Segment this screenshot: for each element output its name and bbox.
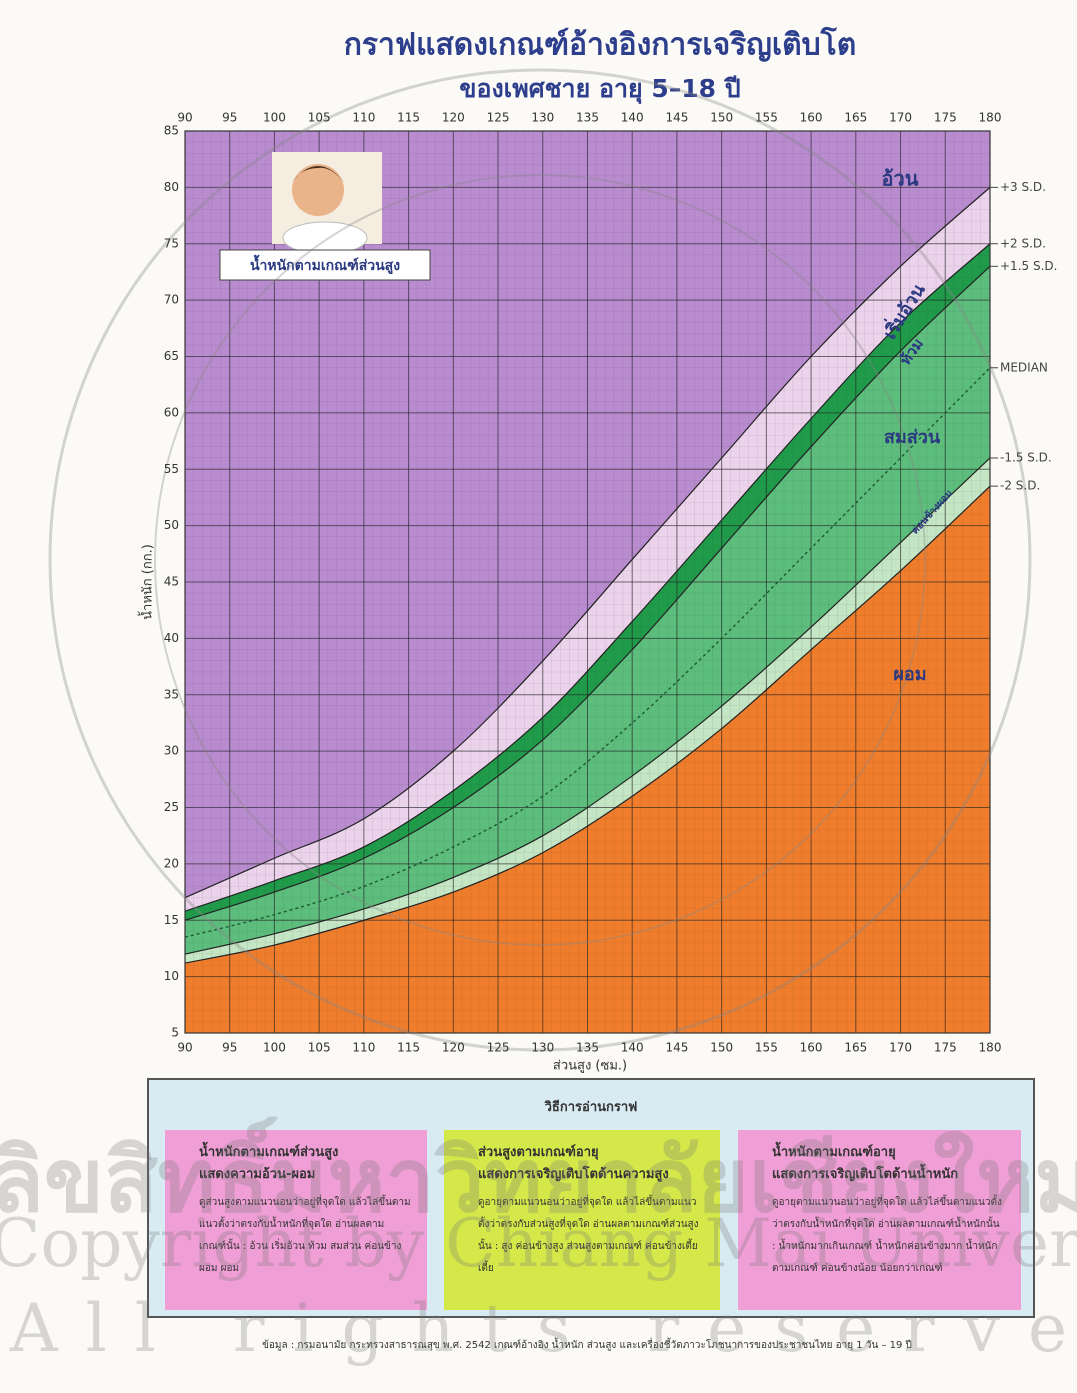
series-label: MEDIAN [1000, 360, 1048, 374]
chart-subtitle: ของเพศชาย อายุ 5–18 ปี [459, 74, 740, 105]
x-tick-label: 110 [352, 1041, 375, 1055]
x-tick-label: 105 [308, 111, 331, 125]
y-tick-label: 55 [164, 462, 179, 476]
x-tick-label: 95 [222, 111, 237, 125]
panel-subtitle: แสดงความอ้วน-ผอม [199, 1164, 411, 1186]
y-tick-label: 25 [164, 800, 179, 814]
y-tick-label: 40 [164, 631, 179, 645]
zone-label: สมส่วน [884, 427, 941, 448]
x-tick-label: 130 [531, 111, 554, 125]
x-tick-label: 170 [889, 1041, 912, 1055]
y-tick-label: 10 [164, 969, 179, 983]
x-tick-label: 140 [621, 1041, 644, 1055]
y-axis-label: น้ำหนัก (กก.) [138, 544, 156, 620]
x-tick-label: 180 [979, 1041, 1002, 1055]
y-tick-label: 35 [164, 687, 179, 701]
chart-title: กราฟแสดงเกณฑ์อ้างอิงการเจริญเติบโต [344, 26, 856, 63]
series-label: -2 S.D. [1000, 479, 1040, 493]
panel-text: ดูอายุตามแนวนอนว่าอยู่ที่จุดใด แล้วไล่ขึ… [772, 1192, 1005, 1280]
panel-title: น้ำหนักตามเกณฑ์อายุ [772, 1142, 1005, 1164]
x-tick-label: 170 [889, 111, 912, 125]
x-tick-label: 95 [222, 1041, 237, 1055]
x-tick-label: 155 [755, 1041, 778, 1055]
panel-title: น้ำหนักตามเกณฑ์ส่วนสูง [199, 1142, 411, 1164]
x-tick-label: 150 [710, 111, 733, 125]
x-tick-label: 135 [576, 111, 599, 125]
y-tick-label: 30 [164, 744, 179, 758]
x-tick-label: 100 [263, 1041, 286, 1055]
x-tick-label: 145 [665, 111, 688, 125]
x-tick-label: 165 [844, 1041, 867, 1055]
x-tick-label: 90 [177, 1041, 192, 1055]
source-note: ข้อมูล : กรมอนามัย กระทรวงสาธารณสุข พ.ศ.… [147, 1338, 1027, 1353]
x-tick-label: 140 [621, 111, 644, 125]
series-label: +2 S.D. [1000, 236, 1046, 250]
series-label: +1.5 S.D. [1000, 259, 1057, 273]
x-tick-label: 155 [755, 111, 778, 125]
x-tick-label: 160 [800, 1041, 823, 1055]
x-tick-label: 145 [665, 1041, 688, 1055]
shirt [283, 222, 367, 254]
chart: กราฟแสดงเกณฑ์อ้างอิงการเจริญเติบโต ของเพ… [0, 0, 1077, 1075]
x-tick-label: 175 [934, 111, 957, 125]
panel-text: ดูอายุตามแนวนอนว่าอยู่ที่จุดใด แล้วไล่ขึ… [478, 1192, 704, 1280]
y-tick-label: 80 [164, 180, 179, 194]
y-tick-label: 85 [164, 124, 179, 138]
x-axis-label: ส่วนสูง (ซม.) [553, 1059, 627, 1074]
x-tick-label: 115 [397, 111, 420, 125]
series-label: +3 S.D. [1000, 180, 1046, 194]
x-tick-label: 105 [308, 1041, 331, 1055]
y-tick-label: 75 [164, 236, 179, 250]
y-tick-label: 5 [171, 1026, 179, 1040]
x-tick-label: 130 [531, 1041, 554, 1055]
page: กราฟแสดงเกณฑ์อ้างอิงการเจริญเติบโต ของเพ… [0, 0, 1077, 1393]
x-tick-label: 180 [979, 111, 1002, 125]
x-tick-label: 115 [397, 1041, 420, 1055]
x-tick-label: 100 [263, 111, 286, 125]
x-tick-label: 160 [800, 111, 823, 125]
panel-subtitle: แสดงการเจริญเติบโตด้านน้ำหนัก [772, 1164, 1005, 1186]
how-to-read-title: วิธีการอ่านกราฟ [149, 1096, 1033, 1117]
x-tick-label: 125 [487, 111, 510, 125]
y-tick-label: 65 [164, 349, 179, 363]
panel-text: ดูส่วนสูงตามแนวนอนว่าอยู่ที่จุดใด แล้วไล… [199, 1192, 411, 1280]
x-tick-label: 150 [710, 1041, 733, 1055]
x-tick-label: 110 [352, 111, 375, 125]
x-tick-label: 125 [487, 1041, 510, 1055]
face [292, 164, 344, 216]
y-tick-label: 60 [164, 405, 179, 419]
how-to-read-box: วิธีการอ่านกราฟ น้ำหนักตามเกณฑ์ส่วนสูง แ… [147, 1078, 1035, 1318]
panel: น้ำหนักตามเกณฑ์ส่วนสูง แสดงความอ้วน-ผอม … [165, 1130, 427, 1310]
series-label: -1.5 S.D. [1000, 450, 1052, 464]
panel-title: ส่วนสูงตามเกณฑ์อายุ [478, 1142, 704, 1164]
panel: ส่วนสูงตามเกณฑ์อายุ แสดงการเจริญเติบโตด้… [444, 1130, 720, 1310]
zone-label: อ้วน [882, 167, 919, 191]
y-tick-label: 70 [164, 293, 179, 307]
x-tick-label: 120 [442, 111, 465, 125]
y-tick-label: 50 [164, 518, 179, 532]
y-tick-label: 15 [164, 913, 179, 927]
x-tick-label: 165 [844, 111, 867, 125]
panel: น้ำหนักตามเกณฑ์อายุ แสดงการเจริญเติบโตด้… [738, 1130, 1021, 1310]
x-tick-label: 135 [576, 1041, 599, 1055]
zone-label: ผอม [893, 664, 926, 685]
x-tick-label: 175 [934, 1041, 957, 1055]
y-tick-label: 20 [164, 856, 179, 870]
x-tick-label: 90 [177, 111, 192, 125]
y-tick-label: 45 [164, 575, 179, 589]
panel-subtitle: แสดงการเจริญเติบโตด้านความสูง [478, 1164, 704, 1186]
x-tick-label: 120 [442, 1041, 465, 1055]
